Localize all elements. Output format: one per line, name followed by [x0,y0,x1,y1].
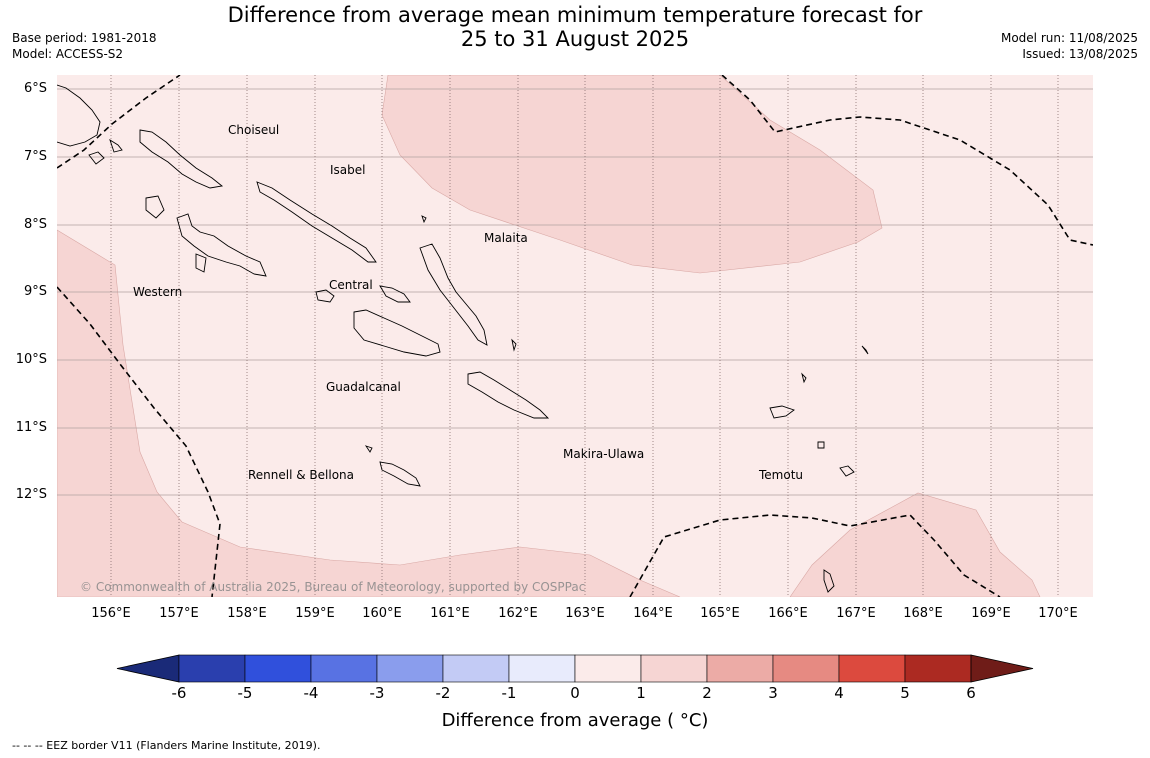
region-label-guadalcanal: Guadalcanal [326,380,401,394]
latitude-gridlines [57,88,1093,496]
colorbar-arrow-high [970,654,1034,683]
region-label-choiseul: Choiseul [228,123,280,137]
region-label-malaita: Malaita [484,231,528,245]
lat-label: 8°S [23,217,47,232]
florida-islands [315,289,335,303]
colorbar-tick-label: 6 [966,684,976,702]
malaita-island [419,243,488,346]
region-label-central: Central [329,278,373,292]
colorbar-bin [772,654,840,683]
colorbar-bin [640,654,708,683]
anomaly-zone-southwest [57,229,681,597]
colorbar-tick-label: 0 [570,684,580,702]
colorbar-tick-label: -3 [369,684,385,702]
colorbar-label: Difference from average ( °C) [441,710,709,731]
eez-footnote: -- -- -- EEZ border V11 (Flanders Marine… [12,739,321,752]
rennell-island [379,461,421,487]
colorbar-bin [508,654,576,683]
colorbar-tick-label: 2 [702,684,712,702]
colorbar-bin [376,654,444,683]
guadalcanal-island [353,309,441,357]
colorbar-bin [706,654,774,683]
copyright-notice: © Commonwealth of Australia 2025, Bureau… [80,580,586,594]
model-run-text: Model run: 11/08/2025 [1000,31,1138,45]
colorbar-bin [904,654,972,683]
title-line-2: 25 to 31 August 2025 [460,27,690,51]
lon-label: 161°E [430,606,470,621]
choiseul-island [139,129,224,189]
colorbar-tick-label: -5 [237,684,253,702]
lon-label: 170°E [1038,606,1078,621]
region-label-isabel: Isabel [330,163,366,177]
new-georgia-island [176,213,267,277]
longitude-gridlines [110,75,1059,597]
region-label-temotu: Temotu [759,468,804,482]
colorbar-tick-label: 5 [900,684,910,702]
title-line-1: Difference from average mean minimum tem… [227,3,923,27]
lon-label: 169°E [971,606,1011,621]
lon-label: 163°E [565,606,605,621]
model-text: Model: ACCESS-S2 [12,47,124,61]
lon-label: 160°E [362,606,402,621]
base-period-text: Base period: 1981-2018 [12,31,157,45]
colorbar [116,654,1034,683]
lon-label: 156°E [91,606,131,621]
region-label-makira-ulawa: Makira-Ulawa [563,447,645,461]
meta-right: Model run: 11/08/2025 Issued: 13/08/2025 [1001,30,1138,62]
colorbar-bin [442,654,510,683]
region-label-western: Western [133,285,183,299]
colorbar-tick-label: -2 [435,684,451,702]
lon-label: 164°E [633,606,673,621]
meta-left: Base period: 1981-2018 Model: ACCESS-S2 [12,30,157,62]
makira-island [467,371,550,419]
lon-label: 157°E [159,606,199,621]
colorbar-tick-label: -6 [171,684,187,702]
colorbar-tick-label: -1 [501,684,517,702]
santa-cruz-islands [769,405,795,419]
colorbar-arrow-low [116,654,180,683]
lat-label: 9°S [23,284,47,299]
lat-label: 11°S [15,420,47,435]
anomaly-zone-north [381,75,883,274]
lon-label: 166°E [768,606,808,621]
colorbar-bin [178,654,246,683]
lat-label: 7°S [23,149,47,164]
lon-label: 165°E [700,606,740,621]
region-label-rennell-bellona: Rennell & Bellona [248,468,355,482]
santa-isabel-island [256,181,377,263]
lon-label: 167°E [836,606,876,621]
lat-label: 12°S [15,487,47,502]
bougainville-island [57,84,101,147]
lon-label: 168°E [903,606,943,621]
lon-label: 158°E [227,606,267,621]
lat-label: 10°S [15,352,47,367]
colorbar-bin [574,654,642,683]
colorbar-bin [310,654,378,683]
colorbar-tick-label: 4 [834,684,844,702]
anomaly-zone-southeast [789,492,1041,597]
colorbar-tick-label: 1 [636,684,646,702]
eez-border [57,75,1093,597]
colorbar-tick-label: -4 [303,684,319,702]
land-outlines [57,84,869,593]
issued-text: Issued: 13/08/2025 [1022,47,1138,61]
map-title: Difference from average mean minimum tem… [0,3,1150,51]
lon-label: 159°E [295,606,335,621]
lon-label: 162°E [498,606,538,621]
lat-label: 6°S [23,81,47,96]
colorbar-bin [244,654,312,683]
colorbar-tick-label: 3 [768,684,778,702]
colorbar-bin [838,654,906,683]
